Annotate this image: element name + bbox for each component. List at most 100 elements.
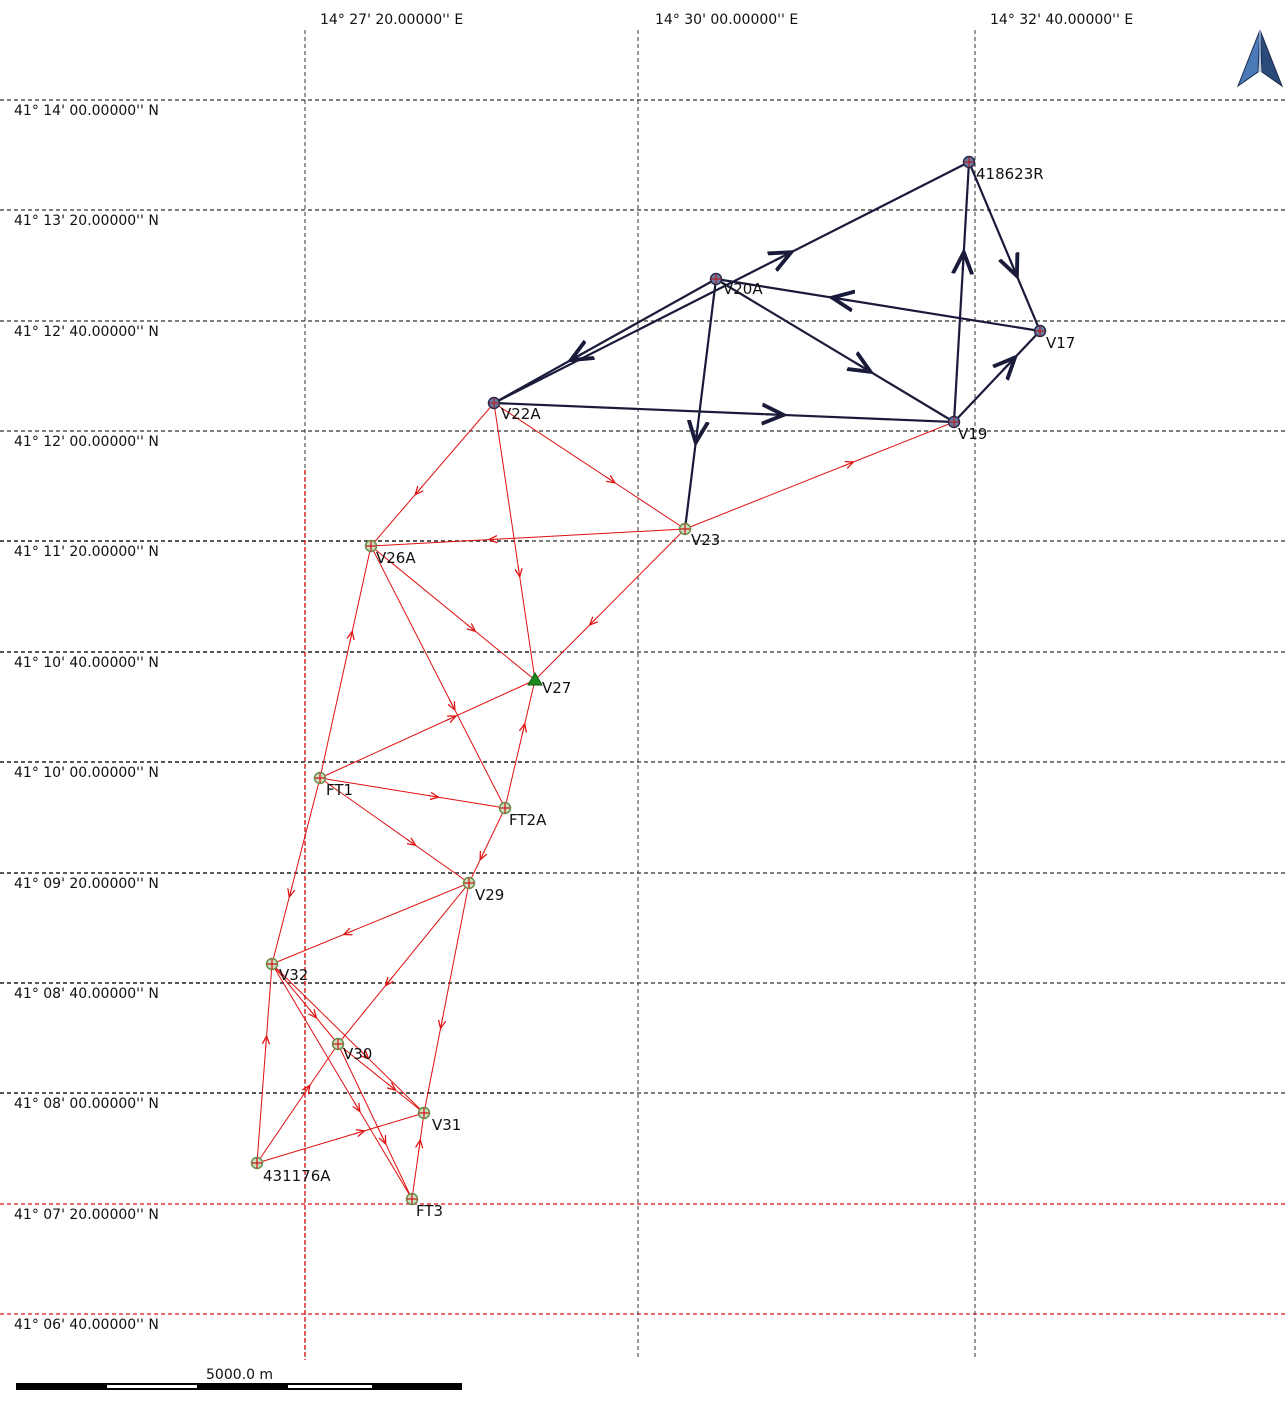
scale-bar-label: 5000.0 m	[206, 1367, 273, 1383]
secondary-observation-line	[272, 778, 320, 964]
secondary-observation-line	[257, 964, 272, 1163]
secondary-observation-direction-arrow	[843, 463, 850, 466]
primary-observation-direction-arrow	[855, 363, 862, 367]
primary-observation-line	[954, 162, 969, 422]
secondary-observation-direction-arrow	[381, 1133, 384, 1140]
secondary-observation-direction-arrow	[592, 617, 598, 623]
secondary-observation-direction-arrow	[266, 1040, 267, 1048]
secondary-observation-line	[338, 1044, 412, 1199]
station-marker-V22A[interactable]	[489, 398, 500, 409]
station-label-418623R[interactable]: 418623R	[976, 165, 1044, 183]
secondary-observation-line	[320, 680, 535, 778]
secondary-observation-direction-arrow	[388, 976, 393, 982]
latitude-label: 41° 12' 00.00000'' N	[14, 434, 159, 450]
primary-observation-direction-arrow	[697, 425, 698, 433]
primary-observation-direction-arrow	[579, 351, 586, 355]
secondary-observation-direction-arrow	[350, 635, 352, 643]
primary-observation-direction-arrow	[1010, 260, 1013, 267]
secondary-observation-line	[257, 1113, 424, 1163]
secondary-observation-direction-arrow	[441, 1017, 443, 1025]
secondary-observation-direction-arrow	[427, 795, 435, 796]
primary-observation-line	[716, 279, 1040, 331]
primary-observations	[494, 162, 1040, 529]
secondary-observation-line	[685, 422, 954, 529]
secondary-observation-direction-arrow	[445, 718, 452, 721]
station-marker-V32[interactable]	[267, 959, 278, 970]
station-label-FT3[interactable]: FT3	[416, 1202, 443, 1220]
secondary-observation-line	[338, 883, 469, 1044]
station-marker-V17[interactable]	[1035, 326, 1046, 337]
station-label-V26A[interactable]: V26A	[376, 549, 416, 567]
station-marker-418623R[interactable]	[964, 157, 975, 168]
station-label-FT1[interactable]: FT1	[326, 781, 353, 799]
secondary-observation-direction-arrow	[522, 727, 524, 735]
secondary-observation-line	[272, 883, 469, 964]
secondary-observation-line	[412, 1113, 424, 1199]
latitude-label: 41° 08' 00.00000'' N	[14, 1096, 159, 1112]
station-label-V30[interactable]: V30	[343, 1045, 372, 1063]
primary-observation-direction-arrow	[775, 257, 782, 261]
station-label-V17[interactable]: V17	[1046, 334, 1075, 352]
latitude-label: 41° 13' 20.00000'' N	[14, 213, 159, 229]
secondary-observation-direction-arrow	[466, 624, 472, 629]
station-marker-V20A[interactable]	[711, 274, 722, 285]
secondary-observation-direction-arrow	[353, 1132, 361, 1134]
secondary-observation-direction-arrow	[418, 486, 423, 492]
secondary-observation-line	[257, 1044, 338, 1163]
secondary-observation-direction-arrow	[518, 565, 519, 573]
latitude-label: 41° 12' 40.00000'' N	[14, 324, 159, 340]
secondary-observation-direction-arrow	[419, 1143, 420, 1151]
latitude-label: 41° 14' 00.00000'' N	[14, 103, 159, 119]
station-marker-V31[interactable]	[419, 1108, 430, 1119]
station-label-V19[interactable]: V19	[958, 425, 987, 443]
secondary-observation-line	[371, 403, 494, 546]
secondary-observation-direction-arrow	[450, 700, 454, 707]
longitude-label: 14° 30' 00.00000'' E	[655, 12, 798, 28]
station-marker-V23[interactable]	[680, 524, 691, 535]
secondary-observation-line	[272, 964, 412, 1199]
secondary-observation-direction-arrow	[386, 1083, 392, 1088]
station-marker-V26A[interactable]	[366, 541, 377, 552]
station-marker-431176A[interactable]	[252, 1158, 263, 1169]
station-label-431176A[interactable]: 431176A	[263, 1167, 331, 1185]
secondary-observation-direction-arrow	[406, 839, 413, 844]
secondary-observation-line	[469, 808, 505, 883]
primary-observation-line	[954, 331, 1040, 422]
primary-observation-direction-arrow	[1003, 364, 1008, 370]
latitude-gridlines	[0, 100, 1287, 1314]
station-label-V20A[interactable]: V20A	[723, 280, 763, 298]
secondary-observation-direction-arrow	[290, 886, 292, 894]
primary-observation-line	[969, 162, 1040, 331]
secondary-observation-line	[505, 680, 535, 808]
station-label-FT2A[interactable]: FT2A	[509, 811, 547, 829]
latitude-labels: 41° 14' 00.00000'' N 41° 13' 20.00000'' …	[14, 103, 159, 1333]
longitude-label: 14° 27' 20.00000'' E	[320, 12, 463, 28]
north-arrow-icon	[1238, 30, 1282, 86]
secondary-observation-line	[320, 546, 371, 778]
station-label-V22A[interactable]: V22A	[501, 405, 541, 423]
station-label-V32[interactable]: V32	[279, 966, 308, 984]
secondary-observation-direction-arrow	[347, 930, 354, 933]
longitude-label: 14° 32' 40.00000'' E	[990, 12, 1133, 28]
longitude-gridlines	[305, 30, 975, 1360]
latitude-label: 41° 08' 40.00000'' N	[14, 986, 159, 1002]
secondary-observation-line	[535, 529, 685, 680]
station-label-V27[interactable]: V27	[542, 679, 571, 697]
primary-observation-direction-arrow	[842, 299, 850, 300]
secondary-observation-direction-arrow	[482, 849, 485, 856]
primary-observation-line	[685, 279, 716, 529]
station-label-V31[interactable]: V31	[432, 1116, 461, 1134]
longitude-labels: 14° 27' 20.00000'' E 14° 30' 00.00000'' …	[320, 12, 1133, 28]
station-marker-FT1[interactable]	[315, 773, 326, 784]
secondary-observation-line	[371, 546, 505, 808]
station-label-V29[interactable]: V29	[475, 886, 504, 904]
station-marker-V29[interactable]	[464, 878, 475, 889]
station-label-V23[interactable]: V23	[691, 531, 720, 549]
primary-observation-line	[494, 279, 716, 403]
secondary-observation-direction-arrow	[354, 1102, 358, 1109]
latitude-label: 41° 10' 40.00000'' N	[14, 655, 159, 671]
primary-observation-line	[494, 403, 954, 422]
secondary-observation-direction-arrow	[309, 1009, 314, 1015]
station-marker-V30[interactable]	[333, 1039, 344, 1050]
